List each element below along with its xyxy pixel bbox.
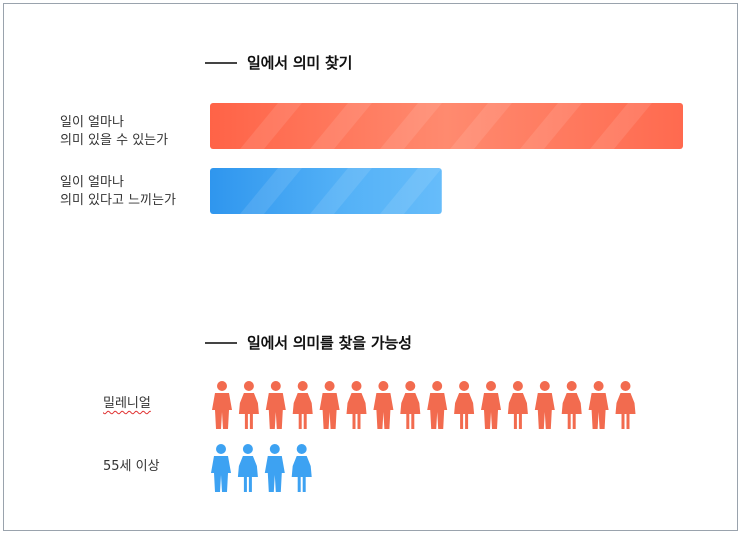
chart-frame bbox=[3, 3, 738, 531]
bar-category-label: 일이 얼마나 의미 있을 수 있는가 bbox=[60, 115, 169, 148]
bar-category-label: 일이 얼마나 의미 있다고 느끼는가 bbox=[60, 175, 176, 208]
title-rule bbox=[205, 61, 237, 64]
bar-chart-title-text: 일에서 의미 찾기 bbox=[247, 54, 353, 72]
pictograph-title-text: 일에서 의미를 찾을 가능성 bbox=[247, 334, 412, 352]
title-rule bbox=[205, 341, 237, 344]
bar-chart-title: 일에서 의미 찾기 bbox=[205, 52, 352, 73]
pictograph-category-label: 55세 이상 bbox=[103, 459, 160, 474]
pictograph-title: 일에서 의미를 찾을 가능성 bbox=[205, 332, 412, 353]
pictograph-category-label: 밀레니얼 bbox=[103, 396, 151, 411]
